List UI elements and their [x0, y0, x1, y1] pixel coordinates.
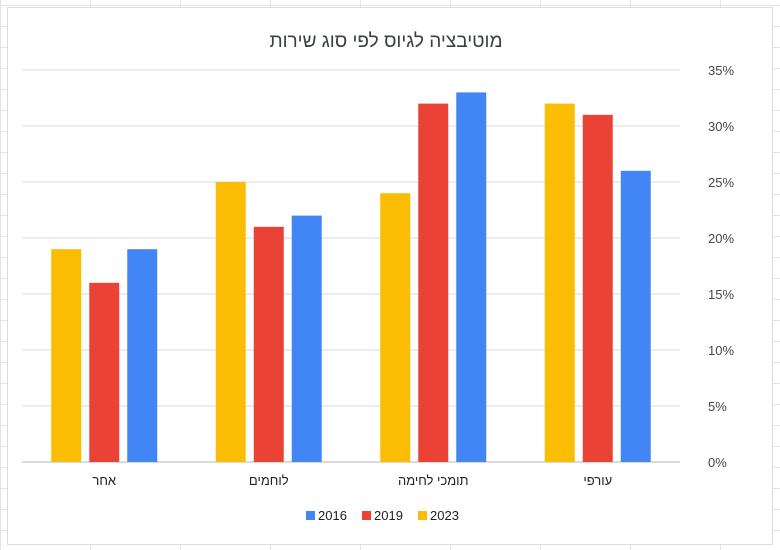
y-tick-label: 30%: [708, 119, 734, 134]
bar-2016: [291, 215, 322, 462]
y-tick-label: 25%: [708, 175, 734, 190]
y-tick-label: 35%: [708, 63, 734, 78]
x-category-label: אחר: [92, 473, 116, 488]
legend-swatch-2023: [418, 511, 427, 520]
y-tick-label: 0%: [708, 455, 727, 470]
y-tick-label: 20%: [708, 231, 734, 246]
y-tick-label: 10%: [708, 343, 734, 358]
bar-2016: [127, 249, 158, 462]
bar-2023: [51, 249, 82, 462]
bar-2019: [582, 114, 613, 463]
legend: 2016 2019 2023: [306, 508, 459, 523]
bars: [51, 92, 651, 463]
gridlines: [22, 69, 680, 463]
bar-2016: [456, 92, 487, 463]
y-tick-label: 15%: [708, 287, 734, 302]
bar-2019: [253, 226, 284, 462]
x-category-label: תומכי לחימה: [398, 473, 469, 488]
legend-label: 2023: [430, 508, 459, 523]
legend-swatch-2019: [362, 511, 371, 520]
bar-2023: [544, 103, 575, 462]
y-tick-label: 5%: [708, 399, 727, 414]
legend-label: 2016: [318, 508, 347, 523]
legend-label: 2019: [374, 508, 403, 523]
legend-swatch-2016: [306, 511, 315, 520]
x-category-label: עורפי: [583, 473, 612, 488]
bar-2023: [215, 182, 246, 462]
y-axis-ticks: 0% 5% 10% 15% 20% 25% 30% 35%: [708, 63, 734, 470]
x-axis-categories: עורפי תומכי לחימה לוחמים אחר: [92, 473, 612, 488]
bar-2019: [418, 103, 449, 462]
bar-2016: [620, 170, 651, 463]
x-category-label: לוחמים: [249, 473, 289, 488]
bar-2023: [380, 193, 411, 462]
chart-title: מוטיבציה לגיוס לפי סוג שירות: [269, 31, 502, 52]
bar-2019: [89, 282, 120, 462]
